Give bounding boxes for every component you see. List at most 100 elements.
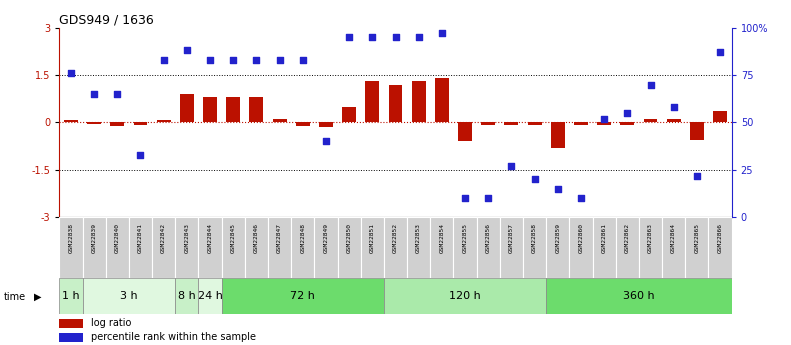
Text: ▶: ▶ — [34, 292, 41, 302]
Point — [111, 91, 123, 97]
Bar — [412, 81, 426, 122]
Point — [436, 30, 448, 36]
Text: GSM22846: GSM22846 — [254, 224, 259, 253]
Bar — [203, 97, 217, 122]
Point — [389, 34, 402, 40]
Point — [528, 177, 541, 182]
Text: GSM22866: GSM22866 — [717, 224, 723, 253]
Text: 3 h: 3 h — [120, 291, 138, 301]
FancyBboxPatch shape — [709, 217, 732, 278]
FancyBboxPatch shape — [152, 217, 176, 278]
Point — [320, 139, 332, 144]
Text: 24 h: 24 h — [198, 291, 222, 301]
Point — [204, 57, 217, 62]
Bar — [713, 111, 727, 122]
FancyBboxPatch shape — [523, 217, 547, 278]
Bar — [528, 122, 542, 125]
Text: GSM22858: GSM22858 — [532, 224, 537, 253]
Bar — [481, 122, 495, 125]
Point — [273, 57, 286, 62]
Point — [459, 196, 471, 201]
Bar — [226, 97, 240, 122]
Text: GSM22860: GSM22860 — [578, 224, 584, 253]
Text: GSM22851: GSM22851 — [370, 224, 375, 253]
Bar — [59, 319, 83, 328]
FancyBboxPatch shape — [244, 217, 268, 278]
Text: 120 h: 120 h — [449, 291, 481, 301]
Bar — [505, 122, 518, 125]
FancyBboxPatch shape — [82, 278, 176, 314]
Point — [691, 173, 703, 178]
Point — [157, 57, 170, 62]
Text: GSM22857: GSM22857 — [509, 224, 514, 253]
FancyBboxPatch shape — [639, 217, 662, 278]
Point — [343, 34, 355, 40]
Bar — [458, 122, 472, 141]
FancyBboxPatch shape — [570, 217, 592, 278]
FancyBboxPatch shape — [199, 217, 221, 278]
Text: 72 h: 72 h — [290, 291, 315, 301]
Bar — [435, 78, 448, 122]
Point — [598, 116, 611, 121]
Bar — [388, 85, 403, 122]
Text: GSM22840: GSM22840 — [115, 224, 119, 253]
FancyBboxPatch shape — [199, 278, 221, 314]
Point — [180, 48, 193, 53]
Bar — [157, 120, 171, 122]
Text: GSM22852: GSM22852 — [393, 224, 398, 253]
Text: GSM22841: GSM22841 — [138, 224, 143, 253]
Text: GSM22854: GSM22854 — [439, 224, 445, 253]
Text: 360 h: 360 h — [623, 291, 655, 301]
Text: log ratio: log ratio — [91, 318, 131, 328]
Text: GSM22863: GSM22863 — [648, 224, 653, 253]
FancyBboxPatch shape — [314, 217, 338, 278]
Text: GSM22865: GSM22865 — [694, 224, 699, 253]
Text: GDS949 / 1636: GDS949 / 1636 — [59, 13, 154, 27]
Point — [366, 34, 379, 40]
Bar — [87, 122, 101, 124]
Point — [88, 91, 100, 97]
Text: 1 h: 1 h — [62, 291, 80, 301]
Text: GSM22839: GSM22839 — [92, 224, 97, 253]
Bar — [273, 119, 286, 122]
Point — [227, 57, 240, 62]
Point — [297, 57, 309, 62]
FancyBboxPatch shape — [500, 217, 523, 278]
FancyBboxPatch shape — [106, 217, 129, 278]
Bar — [551, 122, 565, 148]
Text: GSM22849: GSM22849 — [324, 224, 328, 253]
FancyBboxPatch shape — [129, 217, 152, 278]
Point — [134, 152, 147, 157]
Point — [250, 57, 263, 62]
FancyBboxPatch shape — [384, 278, 547, 314]
Point — [482, 196, 494, 201]
FancyBboxPatch shape — [547, 217, 570, 278]
FancyBboxPatch shape — [221, 278, 384, 314]
Text: GSM22842: GSM22842 — [161, 224, 166, 253]
Text: percentile rank within the sample: percentile rank within the sample — [91, 332, 256, 342]
FancyBboxPatch shape — [59, 217, 82, 278]
Bar — [64, 120, 78, 122]
Text: GSM22844: GSM22844 — [207, 224, 213, 253]
Point — [412, 34, 425, 40]
FancyBboxPatch shape — [221, 217, 244, 278]
Text: GSM22855: GSM22855 — [463, 224, 467, 253]
Point — [574, 196, 587, 201]
Point — [713, 49, 726, 55]
Bar — [296, 122, 310, 126]
Bar — [620, 122, 634, 125]
FancyBboxPatch shape — [82, 217, 106, 278]
Text: GSM22864: GSM22864 — [672, 224, 676, 253]
FancyBboxPatch shape — [338, 217, 361, 278]
FancyBboxPatch shape — [407, 217, 430, 278]
Bar — [365, 81, 379, 122]
Text: time: time — [4, 292, 26, 302]
Bar — [249, 97, 263, 122]
FancyBboxPatch shape — [176, 217, 199, 278]
Text: GSM22861: GSM22861 — [602, 224, 607, 253]
FancyBboxPatch shape — [291, 217, 314, 278]
FancyBboxPatch shape — [176, 278, 199, 314]
Bar — [343, 107, 356, 122]
FancyBboxPatch shape — [477, 217, 500, 278]
FancyBboxPatch shape — [430, 217, 453, 278]
